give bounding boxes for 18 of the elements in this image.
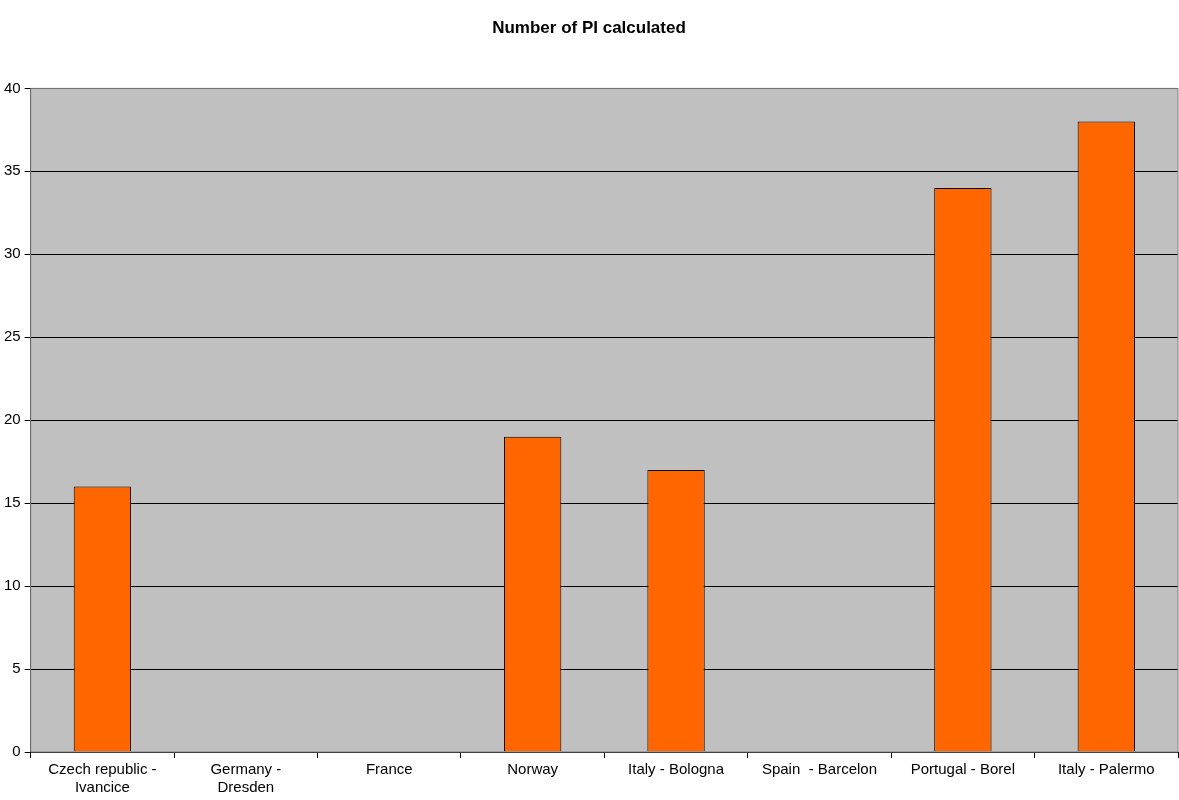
x-tick-label: Italy - Bologna [628,760,725,778]
y-tick-label: 30 [4,244,21,262]
y-tick-label: 10 [4,576,21,594]
x-tick-label: Spain - Barcelon [761,760,877,778]
y-tick-label: 20 [4,410,21,428]
x-tick-label: Italy - Palermo [1057,760,1155,778]
x-tick-label: Portugal - Borel [910,760,1015,778]
y-tick-label: 15 [4,493,21,511]
y-tick-label: 5 [12,659,21,677]
chart-title: Number of PI calculated [492,17,686,37]
y-tick-label: 0 [12,742,21,760]
x-tick-label: France [365,760,413,778]
y-tick-label: 35 [4,161,21,179]
y-tick-label: 25 [4,327,21,345]
x-tick-label: Czech republic - Ivancice [48,760,157,796]
x-tick-label: Germany - Dresden [210,760,282,796]
y-tick-label: 40 [4,78,21,96]
x-tick-label: Norway [507,760,559,778]
